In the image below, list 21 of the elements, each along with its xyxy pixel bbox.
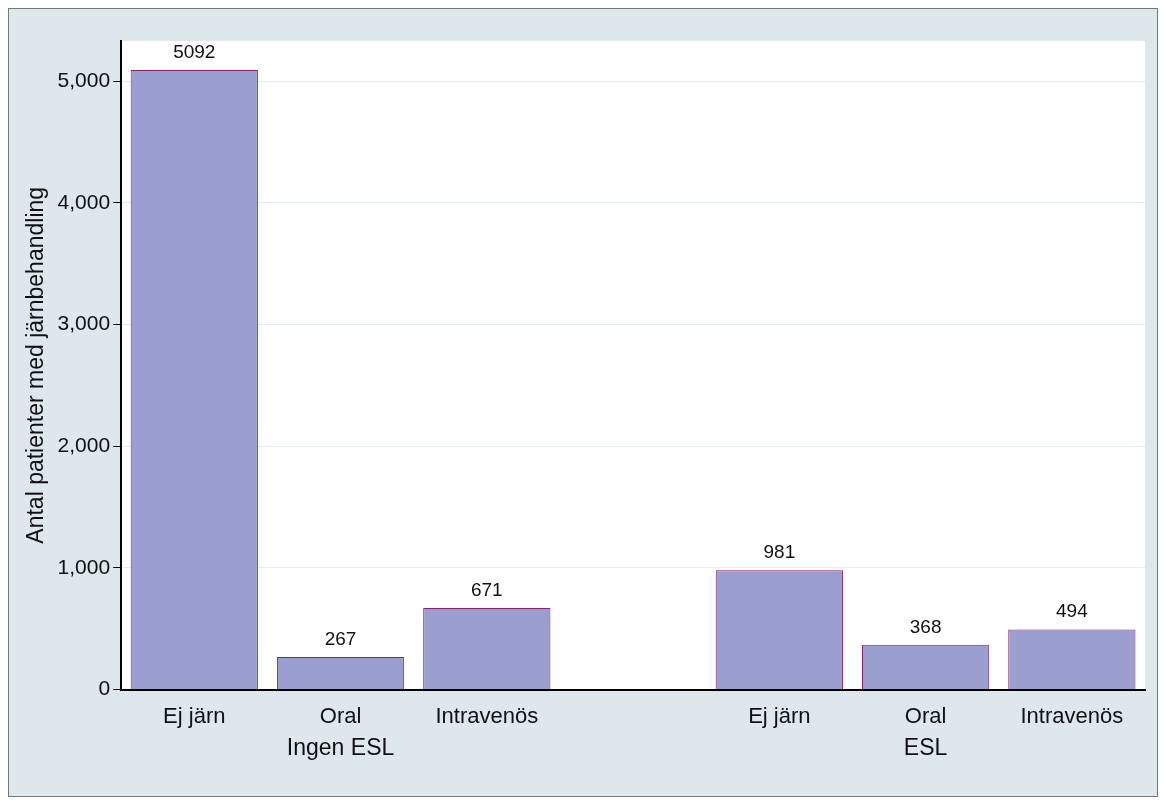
x-tick-label: Ej järn [163, 702, 226, 728]
y-tick-label: 0 [98, 676, 111, 700]
x-tick-label: Oral [904, 702, 947, 728]
x-tick-label: Intravenös [1020, 702, 1124, 728]
x-tick-label: Ej järn [748, 702, 811, 728]
x-tick-label: Oral [319, 702, 362, 728]
x-tick-label: Intravenös [435, 702, 539, 728]
data-label: 267 [324, 627, 357, 649]
y-axis-title: Antal patienter med järnbehandling [22, 186, 49, 544]
data-label: 981 [763, 540, 796, 562]
y-tick-label: 1,000 [57, 554, 111, 578]
text: ESL [903, 734, 948, 761]
y-tick-label: 2,000 [57, 433, 111, 457]
y-tick-label: 3,000 [57, 311, 111, 335]
data-label: 368 [909, 615, 942, 637]
data-label: 5092 [173, 40, 216, 62]
data-label: 671 [470, 578, 503, 600]
data-label: 494 [1056, 600, 1089, 622]
y-tick-label: 4,000 [57, 189, 111, 213]
y-tick-label: 5,000 [57, 67, 111, 91]
text: Ingen ESL [286, 734, 395, 761]
